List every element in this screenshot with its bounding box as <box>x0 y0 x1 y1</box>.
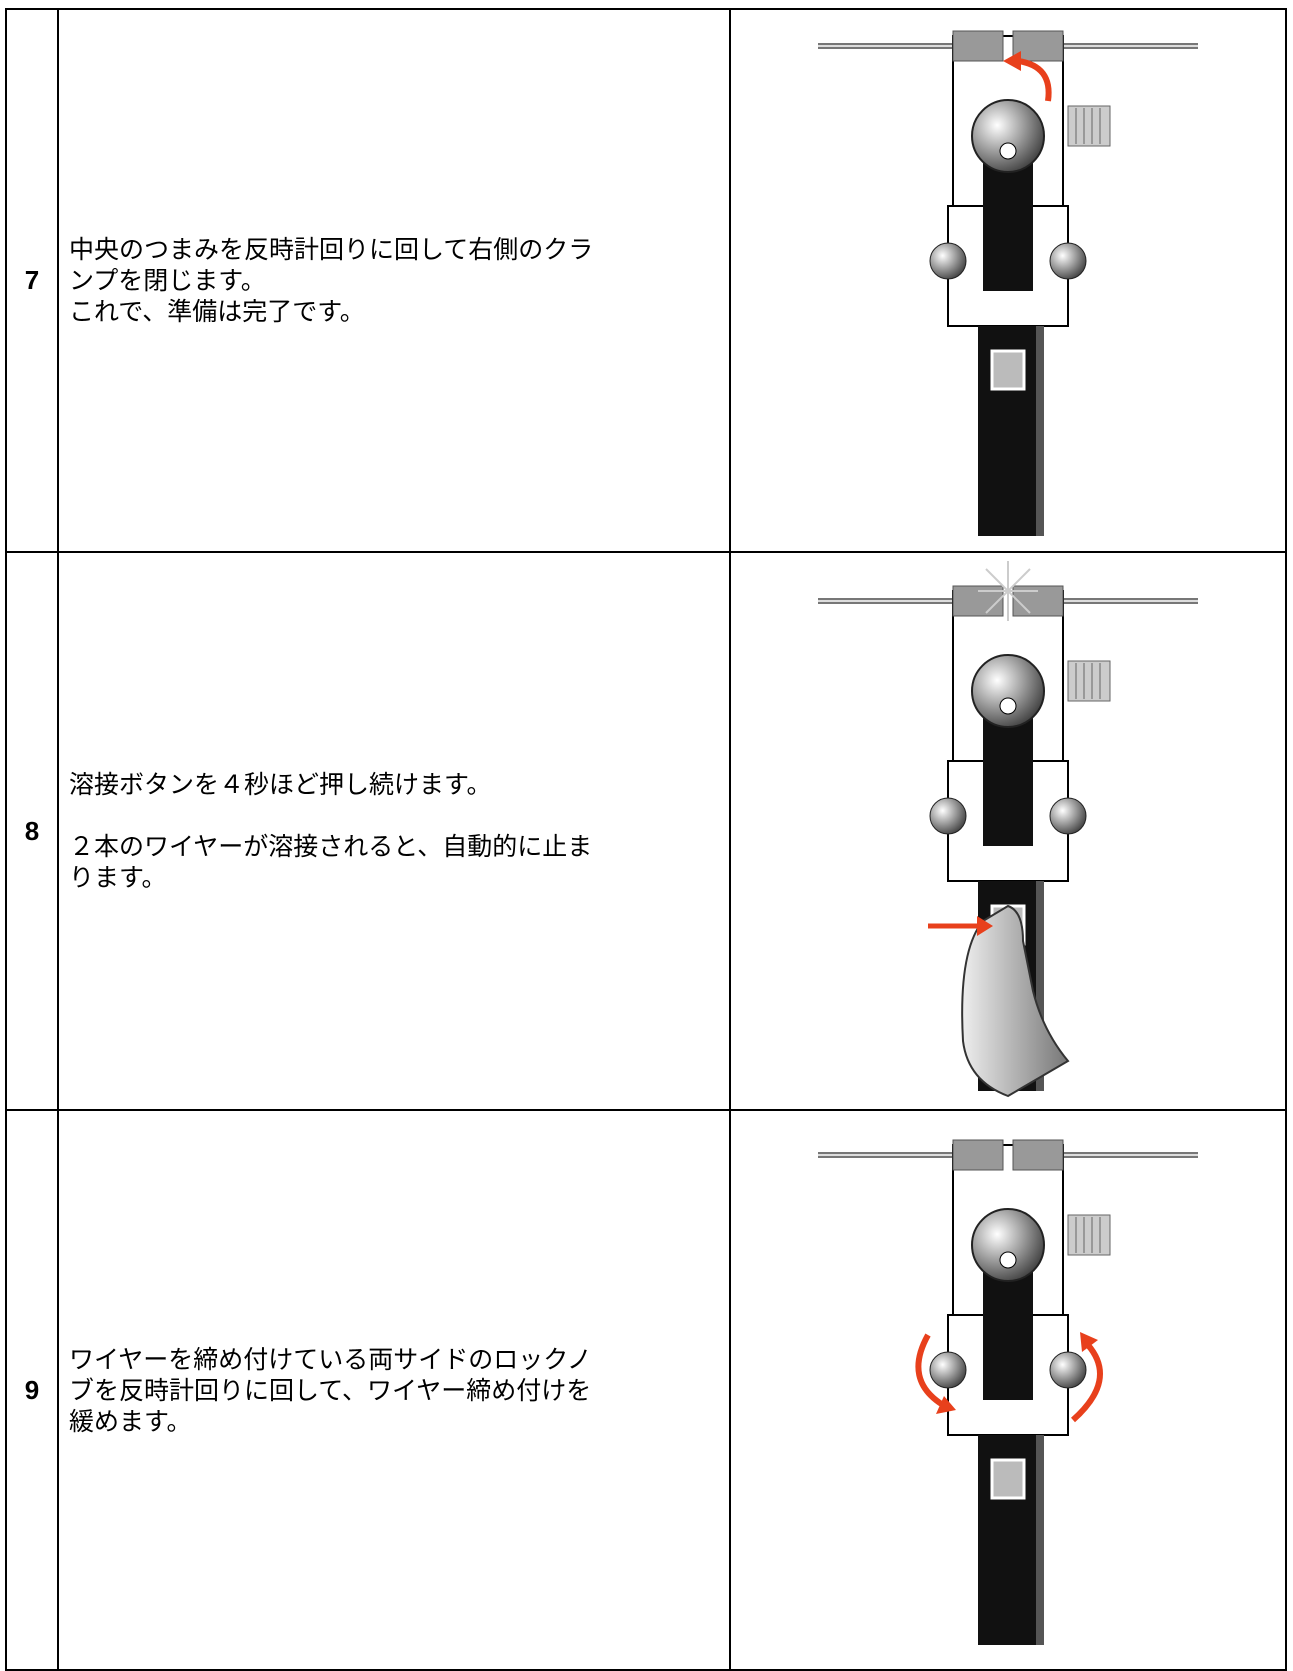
steps-table: 7 中央のつまみを反時計回りに回して右側のクラ ンプを閉じます。 これで、準備は完了… <box>5 8 1287 1671</box>
step-row: 8 溶接ボタンを４秒ほど押し続けます。 ２本のワイヤーが溶接されると、自動的に止ま… <box>5 551 1287 1111</box>
text-line: ワイヤーを締め付けている両サイドのロックノ <box>69 1344 592 1374</box>
step-number: 9 <box>5 1109 59 1671</box>
text-line: これで、準備は完了です。 <box>69 297 365 326</box>
step-illustration <box>729 551 1287 1111</box>
arrow <box>915 1333 945 1408</box>
text-line: 溶接ボタンを４秒ほど押し続けます。 <box>69 770 492 799</box>
step-row: 7 中央のつまみを反時計回りに回して右側のクラ ンプを閉じます。 これで、準備は完了… <box>5 8 1287 553</box>
arrowhead <box>936 1396 956 1414</box>
paragraph: 中央のつまみを反時計回りに回して右側のクラ ンプを閉じます。 これで、準備は完了です… <box>69 234 729 327</box>
arrowhead <box>1003 50 1021 71</box>
text-line: ンプを閉じます。 <box>69 266 266 295</box>
step-text: ワイヤーを締め付けている両サイドのロックノ ブを反時計回りに回して、ワイヤー締め付… <box>57 1109 731 1671</box>
text-line: ります。 <box>69 863 167 892</box>
device-drawing <box>818 26 1198 536</box>
arrowhead <box>977 916 993 936</box>
step-row: 9 ワイヤーを締め付けている両サイドのロックノ ブを反時計回りに回して、ワイヤー締… <box>5 1109 1287 1671</box>
step-number: 7 <box>5 8 59 553</box>
text-line: ２本のワイヤーが溶接されると、自動的に止ま <box>69 832 593 861</box>
step-illustration <box>729 8 1287 553</box>
device-drawing <box>818 1120 1198 1660</box>
device-drawing <box>818 561 1198 1098</box>
paragraph: ２本のワイヤーが溶接されると、自動的に止ま ります。 <box>69 831 729 893</box>
arrow <box>1017 57 1052 101</box>
step-text: 溶接ボタンを４秒ほど押し続けます。 ２本のワイヤーが溶接されると、自動的に止ま りま… <box>57 551 731 1111</box>
text-line: ブを反時計回りに回して、ワイヤー締め付けを <box>69 1375 592 1405</box>
paragraph: 溶接ボタンを４秒ほど押し続けます。 <box>69 769 729 800</box>
spark <box>978 561 1038 621</box>
text-line: 緩めます。 <box>69 1406 192 1436</box>
text-line: 中央のつまみを反時計回りに回して右側のクラ <box>69 235 594 264</box>
step-text: 中央のつまみを反時計回りに回して右側のクラ ンプを閉じます。 これで、準備は完了です… <box>57 8 731 553</box>
step-number: 8 <box>5 551 59 1111</box>
arrowhead <box>1080 1332 1098 1352</box>
arrow <box>1071 1343 1103 1423</box>
step-illustration <box>729 1109 1287 1671</box>
paragraph: ワイヤーを締め付けている両サイドのロックノ ブを反時計回りに回して、ワイヤー締め付… <box>69 1344 729 1437</box>
hand <box>961 904 1070 1098</box>
